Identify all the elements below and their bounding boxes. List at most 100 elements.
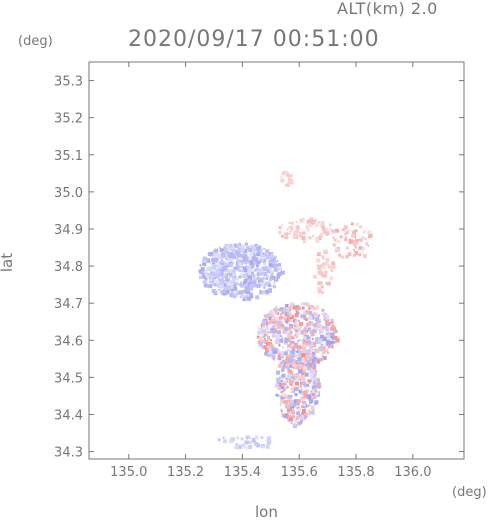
echo-pixel (320, 334, 324, 339)
echo-pixel (271, 324, 276, 329)
echo-pixel (310, 390, 313, 393)
echo-pixel (281, 311, 284, 314)
echo-pixel (301, 372, 305, 376)
echo-pixel (287, 180, 291, 184)
echo-pixel (291, 379, 295, 383)
echo-pixel (250, 274, 255, 279)
echo-pixel (324, 347, 327, 350)
echo-pixel (305, 349, 310, 354)
echo-pixel (279, 335, 282, 337)
echo-pixel (281, 224, 284, 227)
echo-pixel (281, 379, 283, 382)
echo-pixel (231, 250, 235, 254)
echo-pixel (236, 444, 239, 447)
echo-pixel (221, 267, 226, 272)
echo-pixel (255, 246, 260, 251)
echo-pixel (290, 403, 294, 406)
echo-pixel (224, 280, 227, 283)
echo-pixel (283, 316, 287, 320)
echo-pixel (350, 222, 354, 226)
echo-pixel (317, 281, 322, 286)
echo-pixel (283, 414, 288, 419)
echo-pixel (301, 369, 306, 374)
echo-pixel (212, 263, 215, 266)
echo-pixel (322, 224, 325, 227)
echo-pixel (276, 317, 280, 321)
echo-pixel (288, 378, 291, 381)
echo-pixel (289, 326, 292, 330)
echo-pixel (286, 316, 291, 321)
echo-pixel (277, 382, 282, 387)
echo-pixel (228, 258, 233, 262)
echo-pixel (291, 378, 294, 381)
echo-pixel (280, 313, 283, 316)
echo-pixel (308, 404, 311, 407)
echo-pixel (261, 252, 264, 255)
echo-pixel (264, 337, 266, 340)
echo-pixel (333, 238, 337, 242)
echo-pixel (296, 345, 300, 349)
echo-pixel (260, 254, 264, 258)
echo-pixel (276, 377, 281, 382)
echo-pixel (231, 287, 234, 291)
echo-pixel (242, 251, 247, 256)
echo-pixel (243, 255, 248, 260)
echo-pixel (315, 337, 320, 342)
echo-pixel (291, 343, 295, 347)
echo-pixel (259, 271, 264, 276)
echo-pixel (268, 316, 272, 320)
echo-pixel (265, 277, 268, 280)
echo-pixel (302, 347, 306, 351)
echo-pixel (284, 404, 289, 409)
echo-pixel (296, 415, 300, 419)
echo-pixel (282, 390, 285, 393)
echo-pixel (263, 256, 267, 259)
echo-pixel (221, 278, 224, 282)
echo-pixel (236, 291, 241, 296)
echo-pixel (326, 340, 331, 345)
echo-pixel (295, 231, 298, 234)
echo-pixel (358, 253, 362, 257)
echo-pixel (254, 243, 258, 247)
echo-pixel (310, 313, 314, 317)
echo-pixel (244, 440, 249, 445)
echo-pixel (295, 220, 298, 223)
echo-pixel (222, 289, 227, 294)
datetime-title: 2020/09/17 00:51:00 (128, 27, 380, 52)
echo-pixel (286, 366, 290, 370)
echo-pixel (328, 223, 332, 227)
echo-pixel (234, 243, 239, 248)
echo-pixel (291, 408, 294, 411)
echo-pixel (264, 281, 269, 286)
echo-pixel (286, 380, 288, 383)
echo-pixel (251, 280, 256, 285)
echo-pixel (241, 244, 246, 249)
echo-pixel (258, 279, 263, 284)
echo-pixel (211, 267, 214, 270)
echo-pixel (232, 275, 237, 280)
echo-pixel (228, 243, 231, 246)
echo-pixel (297, 377, 300, 380)
echo-pixel (306, 360, 311, 365)
echo-pixel (228, 246, 231, 249)
echo-pixel (263, 247, 266, 250)
echo-pixel (329, 322, 332, 325)
echo-pixel (203, 283, 208, 288)
echo-pixel (302, 231, 306, 235)
echo-pixel (271, 272, 274, 275)
echo-pixel (206, 258, 211, 262)
x-tick-label: 135.4 (224, 465, 261, 480)
echo-pixel (206, 266, 211, 271)
echo-pixel (311, 345, 314, 348)
echo-pixel (201, 272, 205, 276)
echo-pixel (304, 358, 308, 362)
echo-pixel (213, 258, 218, 263)
echo-pixel (354, 250, 359, 255)
echo-pixel (288, 380, 292, 384)
echo-pixel (246, 437, 248, 440)
echo-pixel (284, 351, 288, 355)
echo-pixel (355, 222, 359, 226)
echo-pixel (254, 248, 257, 251)
echo-pixel (307, 366, 312, 371)
echo-pixel (300, 315, 304, 319)
